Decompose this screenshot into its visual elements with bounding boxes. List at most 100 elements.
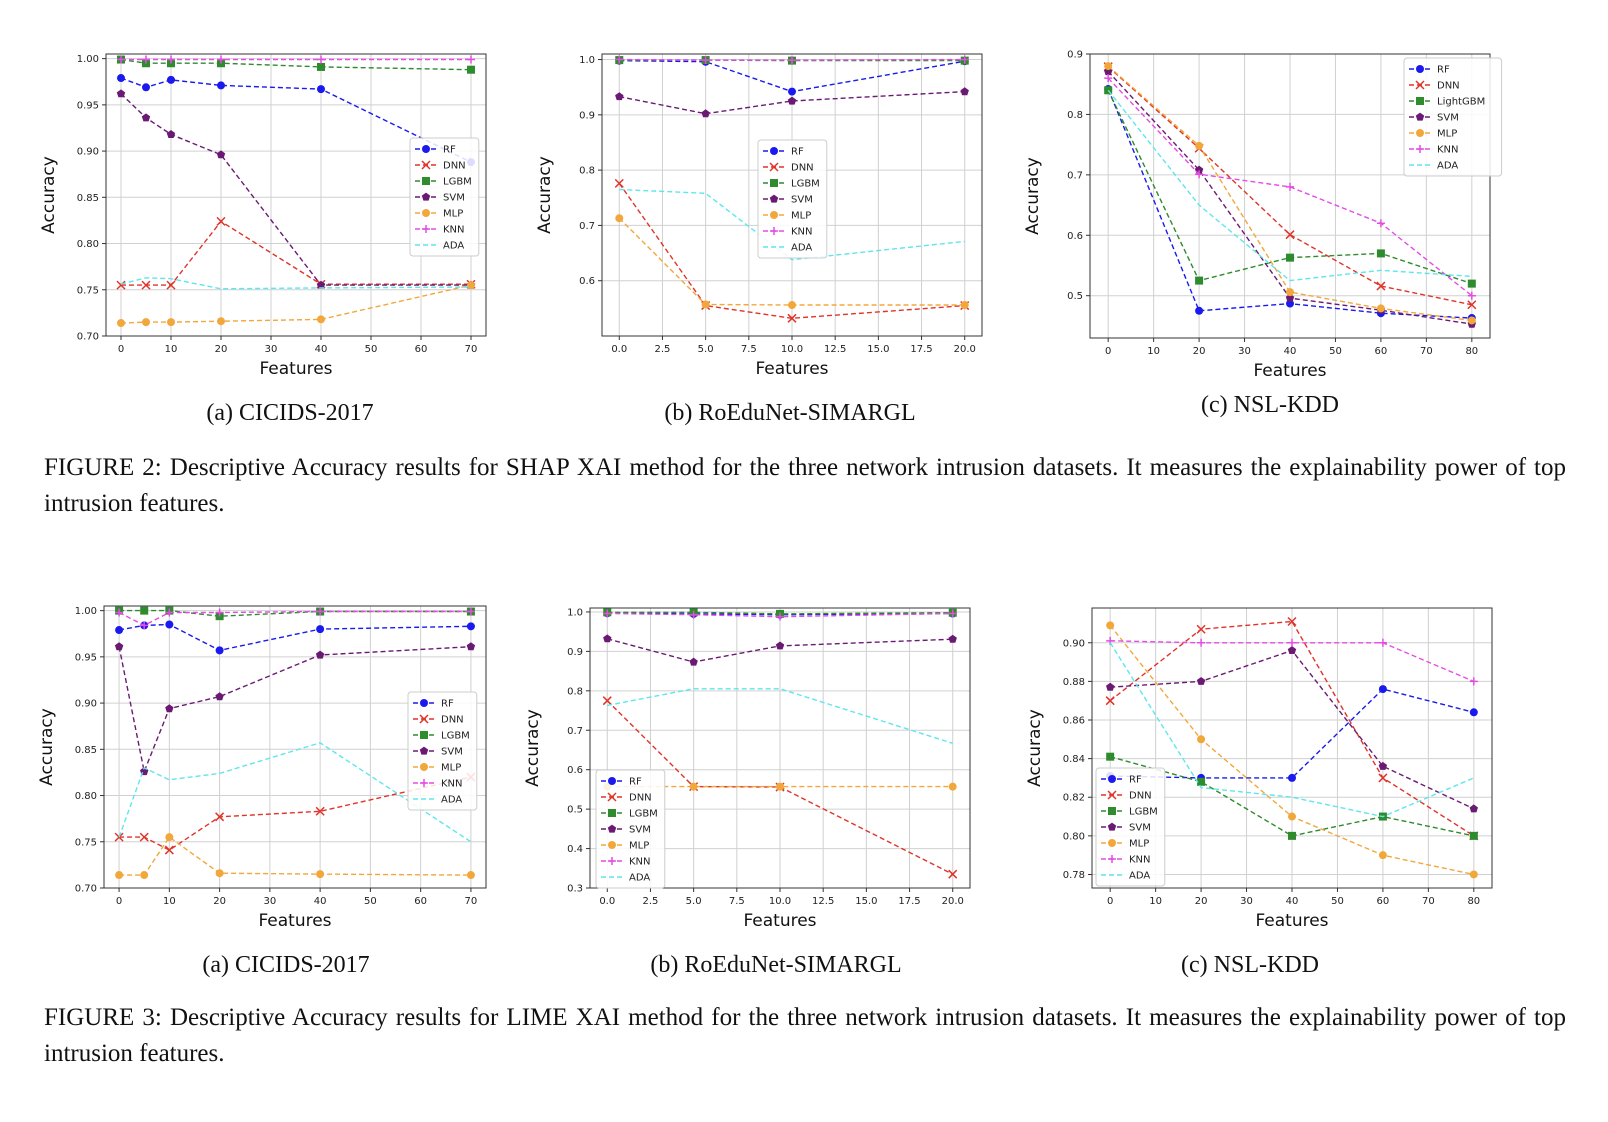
series-line: [1107, 66, 1472, 306]
y-tick-label: 0.6: [1067, 231, 1083, 242]
data-point: [787, 96, 797, 105]
legend-marker: [422, 225, 430, 233]
y-tick-label: 1.0: [567, 607, 583, 618]
x-tick-label: 20.0: [942, 896, 964, 907]
data-point: [140, 621, 149, 630]
subcaption-f3b: (b) RoEduNet-SIMARGL: [650, 952, 902, 978]
series-line: [120, 284, 472, 324]
data-point: [776, 782, 784, 791]
legend-label: ADA: [791, 243, 812, 254]
data-point: [788, 56, 796, 65]
series-line: [120, 58, 472, 71]
legend-box: [1403, 57, 1503, 177]
x-tick-label: 10: [1149, 896, 1162, 907]
data-point: [1288, 812, 1296, 821]
legend-label: MLP: [1129, 839, 1149, 850]
data-point: [1195, 170, 1204, 179]
plot-svg: 0 10 20 30 40 50 60 70 80 0.5 0.6 0.7 0.8 0.9 Features…: [1023, 50, 1503, 381]
y-tick-label: 0.90: [1063, 638, 1085, 649]
x-tick-label: 0: [118, 344, 124, 355]
data-point: [115, 871, 124, 880]
x-tick-label: 0: [116, 896, 122, 907]
data-point: [1106, 621, 1115, 630]
legend-marker: [1416, 65, 1424, 73]
y-tick-label: 0.7: [1067, 170, 1083, 181]
figure-2-caption: FIGURE 2: Descriptive Accuracy results f…: [44, 454, 1566, 517]
data-point: [165, 620, 174, 629]
y-tick-label: 0.8: [579, 166, 595, 177]
x-tick-label: 40: [1284, 346, 1297, 357]
legend-box: [1095, 767, 1166, 887]
legend-label: SVM: [441, 747, 463, 758]
x-axis-label: Features: [1255, 911, 1328, 931]
data-point: [165, 608, 174, 617]
data-point: [1469, 804, 1478, 813]
data-point: [960, 55, 969, 64]
x-tick-label: 70: [465, 344, 478, 355]
x-tick-label: 10: [163, 896, 176, 907]
y-tick-label: 0.5: [567, 805, 583, 816]
data-point: [1376, 249, 1385, 258]
legend-marker: [607, 792, 617, 802]
data-point: [316, 607, 325, 616]
data-point: [775, 641, 785, 650]
data-point: [1378, 773, 1388, 783]
series-line: [118, 623, 471, 652]
legend-marker: [1416, 129, 1424, 137]
x-tick-label: 0: [1105, 346, 1111, 357]
plot-frame: [1091, 607, 1493, 889]
series-svm: [603, 634, 957, 666]
data-point: [466, 607, 475, 616]
data-point: [467, 55, 475, 64]
x-tick-label: 20.0: [954, 344, 976, 355]
legend-marker: [769, 162, 779, 172]
y-tick-label: 0.95: [77, 100, 99, 111]
data-point: [167, 318, 175, 327]
x-tick-label: 15.0: [867, 344, 889, 355]
x-tick-label: 10: [1147, 346, 1160, 357]
plot-svg: 0 10 20 30 40 50 60 70 0.70 0.75 0.80 0.85 0.90 0.95 1…: [39, 53, 487, 379]
legend-marker: [1107, 790, 1117, 800]
y-tick-label: 0.90: [77, 147, 99, 158]
y-tick-label: 0.86: [1063, 716, 1085, 727]
legend-label: KNN: [791, 227, 813, 238]
y-axis-label: Accuracy: [39, 156, 59, 234]
legend-label: SVM: [629, 825, 651, 836]
data-point: [948, 634, 957, 643]
data-point: [115, 608, 124, 617]
x-tick-label: 17.5: [898, 896, 920, 907]
x-tick-label: 70: [1420, 346, 1433, 357]
series-knn: [615, 55, 969, 65]
legend-marker: [420, 763, 428, 771]
series-line: [607, 688, 953, 744]
data-point: [467, 65, 475, 74]
data-point: [165, 704, 174, 713]
chart-shap-cicids: 0 10 20 30 40 50 60 70 0.70 0.75 0.80 0.85 0.90 0.95 1…: [39, 46, 498, 379]
data-point: [701, 300, 710, 309]
legend-marker: [1107, 822, 1117, 831]
legend-label: LGBM: [1129, 807, 1158, 818]
legend-marker: [422, 177, 430, 185]
data-point: [1105, 696, 1115, 706]
y-tick-label: 0.4: [567, 844, 583, 855]
data-point: [1469, 677, 1478, 686]
legend-label: ADA: [629, 873, 650, 884]
data-point: [1285, 293, 1295, 302]
series-ada: [1109, 642, 1475, 818]
data-point: [1467, 291, 1476, 300]
legend-label: DNN: [441, 715, 464, 726]
legend-marker: [420, 731, 428, 739]
legend-label: DNN: [443, 161, 466, 172]
data-point: [142, 318, 150, 327]
y-tick-label: 0.85: [77, 193, 99, 204]
x-axis-label: Features: [259, 359, 332, 379]
data-point: [216, 216, 226, 226]
data-point: [316, 870, 325, 879]
x-tick-label: 0: [1107, 896, 1113, 907]
data-point: [615, 214, 624, 223]
x-tick-label: 60: [414, 896, 427, 907]
y-axis-label: Accuracy: [523, 709, 543, 787]
data-point: [142, 83, 150, 92]
x-tick-label: 7.5: [741, 344, 757, 355]
legend-label: ADA: [1129, 871, 1150, 882]
